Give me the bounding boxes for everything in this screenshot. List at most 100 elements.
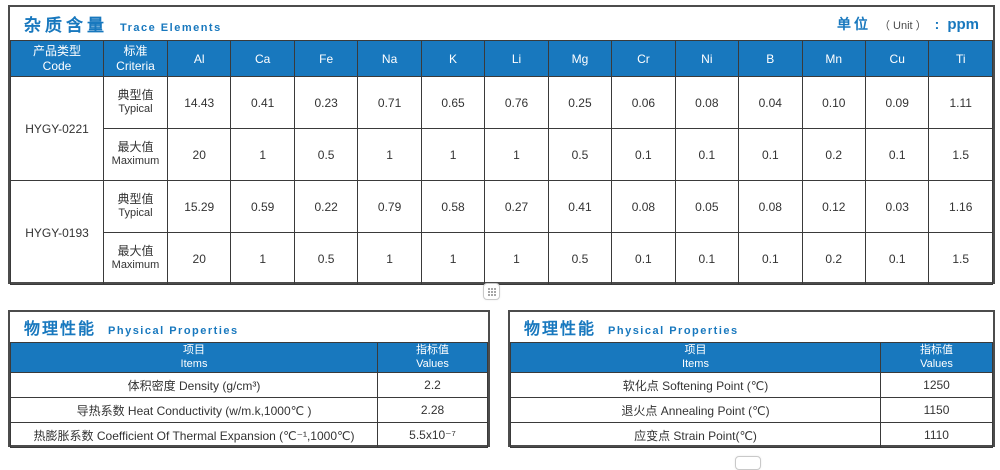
values-header-en: Values — [416, 357, 449, 370]
physical-properties-right-table: 项目 Items 指标值 Values 软化点 Softening Point (℃… — [510, 342, 993, 448]
physical-properties-left-table: 项目 Items 指标值 Values 体积密度 Density (g/cm³) 2… — [10, 342, 488, 448]
value-cell: 0.1 — [674, 128, 740, 181]
values-header-cn: 指标值 — [416, 343, 449, 356]
property-value-cell: 1110 — [880, 422, 993, 448]
value-cell: 1.11 — [928, 76, 993, 129]
criteria-cell: 最大值 Maximum — [103, 128, 168, 181]
value-cell: 20 — [166, 232, 232, 285]
value-cell: 14.43 — [166, 76, 232, 129]
criteria-header-cn: 标准 — [123, 43, 148, 58]
property-value-cell: 1150 — [880, 397, 993, 423]
values-header-en: Values — [920, 357, 953, 370]
value-cell: 0.76 — [484, 76, 549, 129]
criteria-cn: 典型值 — [117, 88, 154, 103]
value-cell: 20 — [166, 128, 232, 181]
criteria-cn: 最大值 — [117, 140, 154, 155]
unit-label-cn: 单位 — [836, 15, 871, 32]
value-cell: 0.79 — [357, 180, 422, 233]
element-column-header: Mg — [547, 40, 613, 77]
value-cell: 1 — [357, 232, 422, 285]
grid-dots-handle-icon[interactable] — [483, 283, 500, 300]
criteria-cn: 最大值 — [117, 244, 154, 259]
element-column-header: Fe — [293, 40, 359, 77]
value-cell: 0.5 — [547, 232, 613, 285]
value-cell: 0.03 — [864, 180, 930, 233]
section-title-cn: 物理性能 — [24, 321, 97, 338]
property-value-cell: 5.5x10⁻⁷ — [377, 422, 488, 448]
section-title-en: Physical Properties — [108, 325, 239, 337]
value-cell: 0.1 — [674, 232, 740, 285]
value-cell: 0.71 — [357, 76, 422, 129]
element-column-header: Ni — [674, 40, 740, 77]
property-item-cell: 热膨胀系数 Coefficient Of Thermal Expansion (… — [10, 422, 378, 448]
value-cell: 0.27 — [484, 180, 549, 233]
value-cell: 0.1 — [611, 128, 676, 181]
criteria-column-header: 标准 Criteria — [103, 40, 168, 77]
value-cell: 0.09 — [864, 76, 930, 129]
physical-right-title-row: 物理性能 Physical Properties — [510, 312, 993, 342]
value-cell: 0.1 — [738, 232, 803, 285]
value-cell: 0.58 — [420, 180, 486, 233]
property-item-cell: 导热系数 Heat Conductivity (w/m.k,1000℃ ) — [10, 397, 378, 423]
value-cell: 1.16 — [928, 180, 993, 233]
values-column-header: 指标值 Values — [880, 342, 993, 373]
items-header-cn: 项目 — [684, 343, 707, 356]
value-cell: 0.65 — [420, 76, 486, 129]
element-column-header: Cu — [864, 40, 930, 77]
grid-dots-icon — [487, 287, 496, 296]
section-title-en: Physical Properties — [608, 325, 739, 337]
value-cell: 0.5 — [293, 128, 359, 181]
value-cell: 1 — [420, 128, 486, 181]
section-title: 物理性能 Physical Properties — [24, 315, 239, 339]
table-row: 退火点 Annealing Point (℃) 1150 — [510, 397, 993, 423]
physical-properties-left-section: 物理性能 Physical Properties 项目 Items 指标值 Valu… — [8, 310, 490, 448]
criteria-en: Maximum — [111, 155, 160, 168]
criteria-en: Typical — [118, 207, 153, 220]
criteria-cn: 典型值 — [117, 192, 154, 207]
table-row: 热膨胀系数 Coefficient Of Thermal Expansion (… — [10, 422, 488, 448]
values-column-header: 指标值 Values — [377, 342, 488, 373]
code-column-header: 产品类型 Code — [10, 40, 104, 77]
section-title-en: Trace Elements — [120, 22, 222, 34]
items-column-header: 项目 Items — [10, 342, 378, 373]
value-cell: 0.23 — [293, 76, 359, 129]
value-cell: 0.10 — [801, 76, 866, 129]
unit-label: 单位 （ Unit ） : ppm — [837, 14, 979, 34]
value-cell: 0.41 — [230, 76, 295, 129]
property-item-cell: 应变点 Strain Point(℃) — [510, 422, 881, 448]
value-cell: 0.1 — [864, 232, 930, 285]
element-column-header: B — [738, 40, 803, 77]
code-header-en: Code — [42, 58, 72, 73]
value-cell: 0.25 — [547, 76, 613, 129]
value-cell: 0.41 — [547, 180, 613, 233]
criteria-cell: 最大值 Maximum — [103, 232, 168, 285]
phys-table-header-row: 项目 Items 指标值 Values — [510, 342, 993, 373]
values-header-cn: 指标值 — [920, 343, 953, 356]
section-title: 杂质含量 Trace Elements — [24, 11, 222, 36]
value-cell: 1 — [420, 232, 486, 285]
table-row: 体积密度 Density (g/cm³) 2.2 — [10, 372, 488, 398]
value-cell: 0.1 — [738, 128, 803, 181]
trace-elements-section: 杂质含量 Trace Elements 单位 （ Unit ） : ppm 产品… — [8, 5, 995, 285]
trace-elements-table: 产品类型 Code 标准 Criteria Al Ca Fe Na K Li Mg … — [10, 40, 993, 285]
criteria-cell: 典型值 Typical — [103, 180, 168, 233]
value-cell: 0.08 — [674, 76, 740, 129]
trace-table-header-row: 产品类型 Code 标准 Criteria Al Ca Fe Na K Li Mg … — [10, 40, 993, 77]
value-cell: 0.1 — [864, 128, 930, 181]
section-title-cn: 杂质含量 — [24, 16, 108, 35]
value-cell: 0.5 — [547, 128, 613, 181]
element-column-header: Cr — [611, 40, 676, 77]
unit-colon: : — [934, 15, 940, 32]
element-column-header: Al — [166, 40, 232, 77]
value-cell: 0.12 — [801, 180, 866, 233]
phys-table-header-row: 项目 Items 指标值 Values — [10, 342, 488, 373]
value-cell: 1 — [484, 232, 549, 285]
grid-dots-handle-icon-partial[interactable] — [735, 456, 761, 470]
value-cell: 1.5 — [928, 128, 993, 181]
table-row: 导热系数 Heat Conductivity (w/m.k,1000℃ ) 2.… — [10, 397, 488, 423]
product-code-cell: HYGY-0193 — [10, 180, 104, 285]
table-row: 最大值 Maximum 20 1 0.5 1 1 1 0.5 0.1 0.1 0.… — [11, 232, 993, 285]
value-cell: 0.08 — [738, 180, 803, 233]
unit-value: ppm — [947, 15, 979, 33]
physical-properties-right-section: 物理性能 Physical Properties 项目 Items 指标值 Valu… — [508, 310, 995, 448]
